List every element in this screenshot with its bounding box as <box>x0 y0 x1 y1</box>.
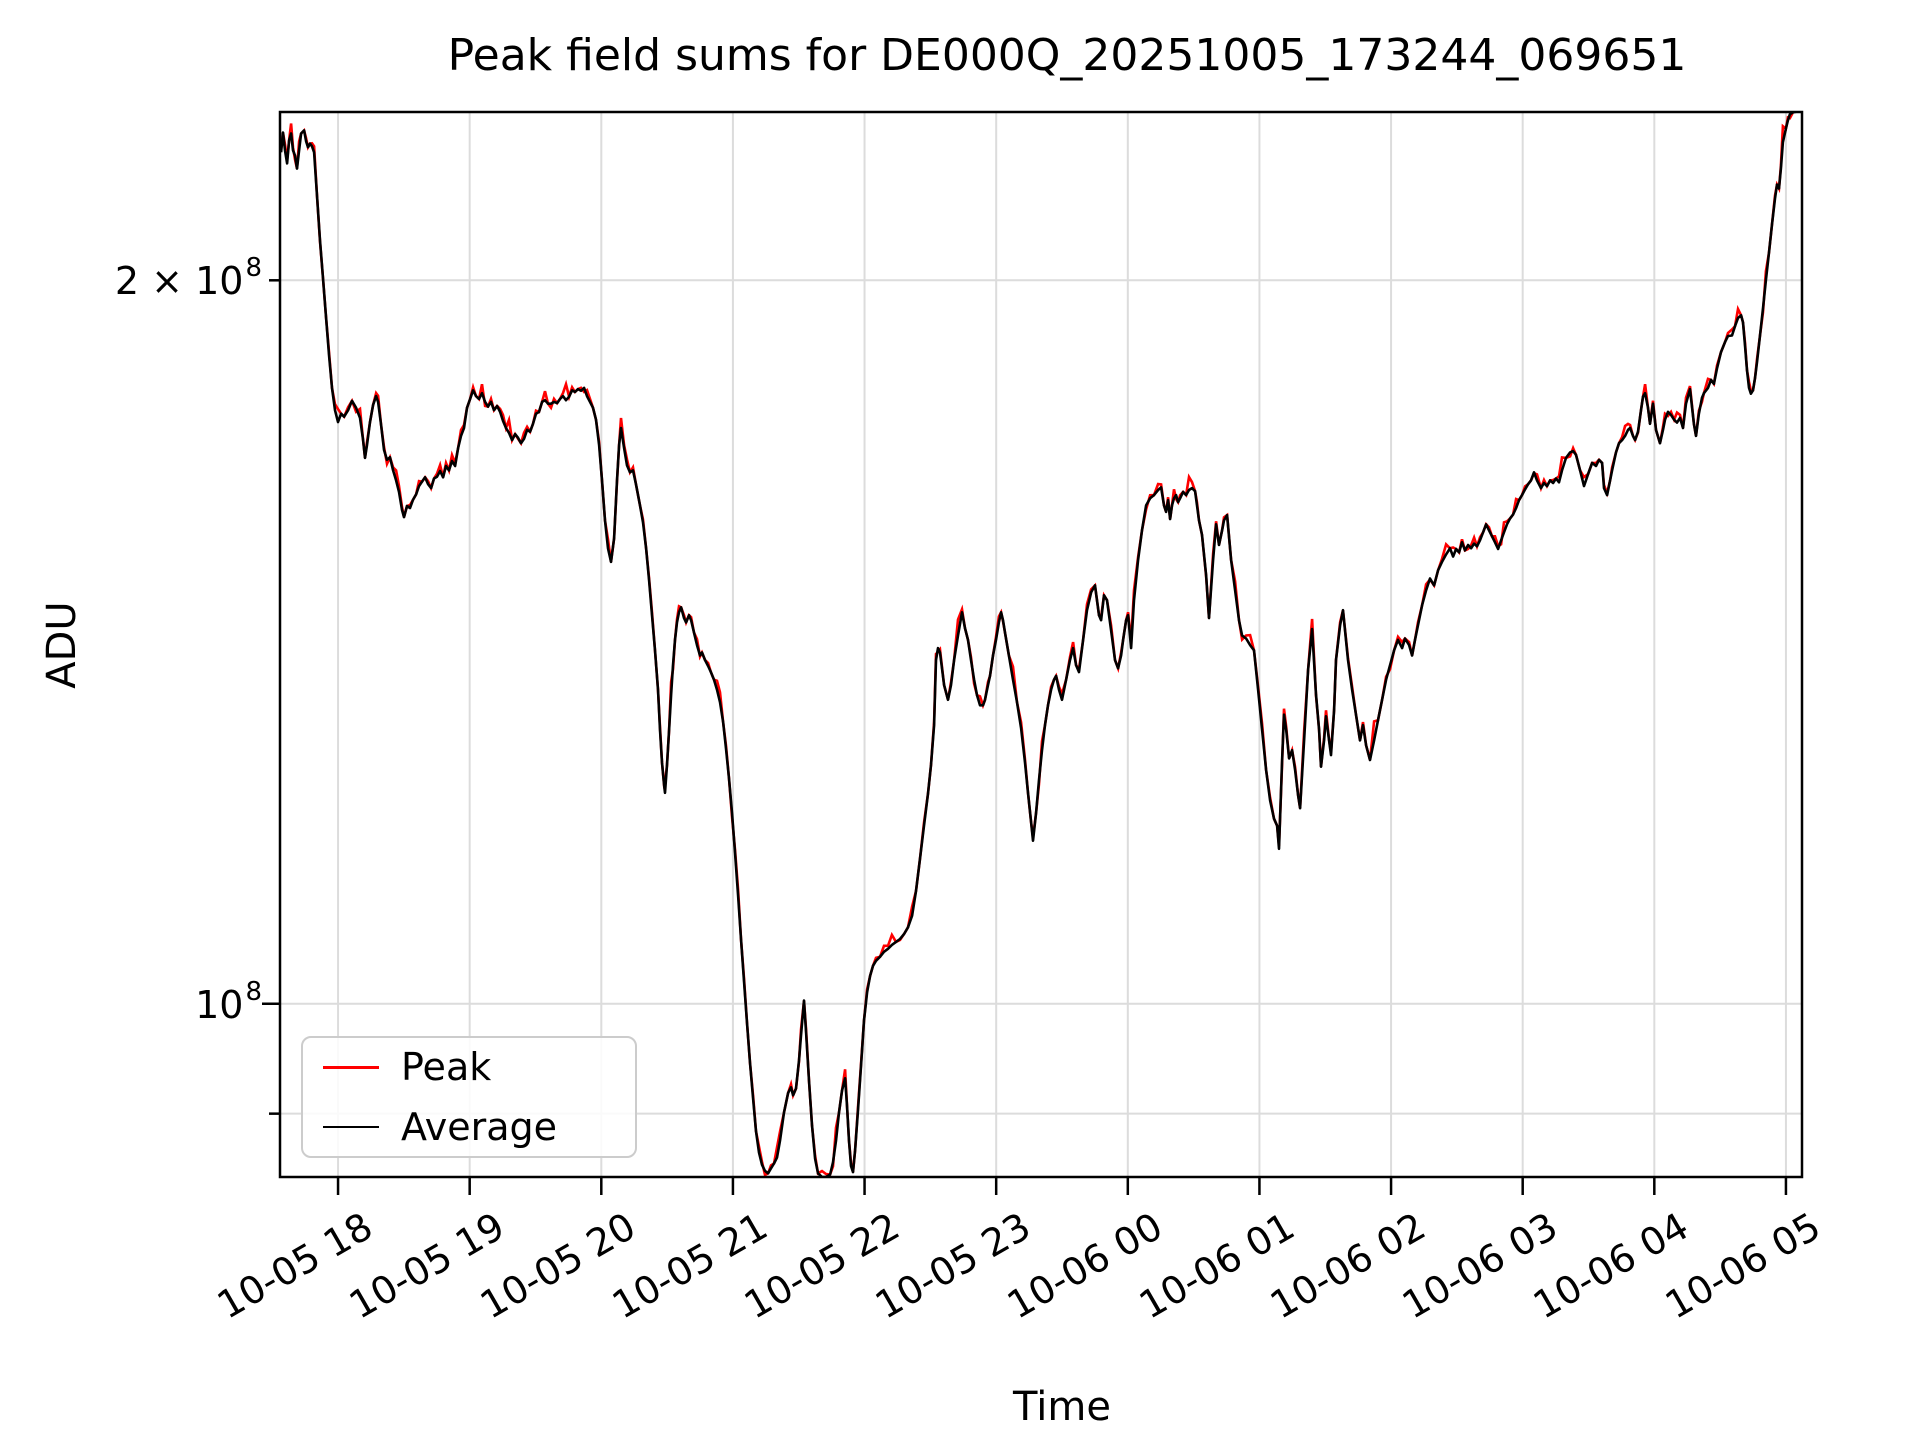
x-axis-label: Time <box>1013 1384 1111 1430</box>
legend: Peak Average <box>301 1036 637 1158</box>
peak-line-swatch <box>323 1065 379 1069</box>
average-line-swatch <box>323 1126 379 1128</box>
y-tick-label: 108 <box>195 976 262 1027</box>
axes-spines <box>278 110 1804 1179</box>
y-axis-label: ADU <box>39 601 85 689</box>
page-title: Peak field sums for DE000Q_20251005_1732… <box>447 30 1687 81</box>
series-peak-line <box>280 112 1796 1177</box>
y-tick-label: 2 × 108 <box>114 253 262 304</box>
legend-label-peak: Peak <box>401 1045 492 1089</box>
legend-entry-average: Average <box>323 1105 635 1149</box>
legend-label-average: Average <box>401 1105 558 1149</box>
series-average-line <box>280 112 1801 1177</box>
legend-entry-peak: Peak <box>323 1045 635 1089</box>
